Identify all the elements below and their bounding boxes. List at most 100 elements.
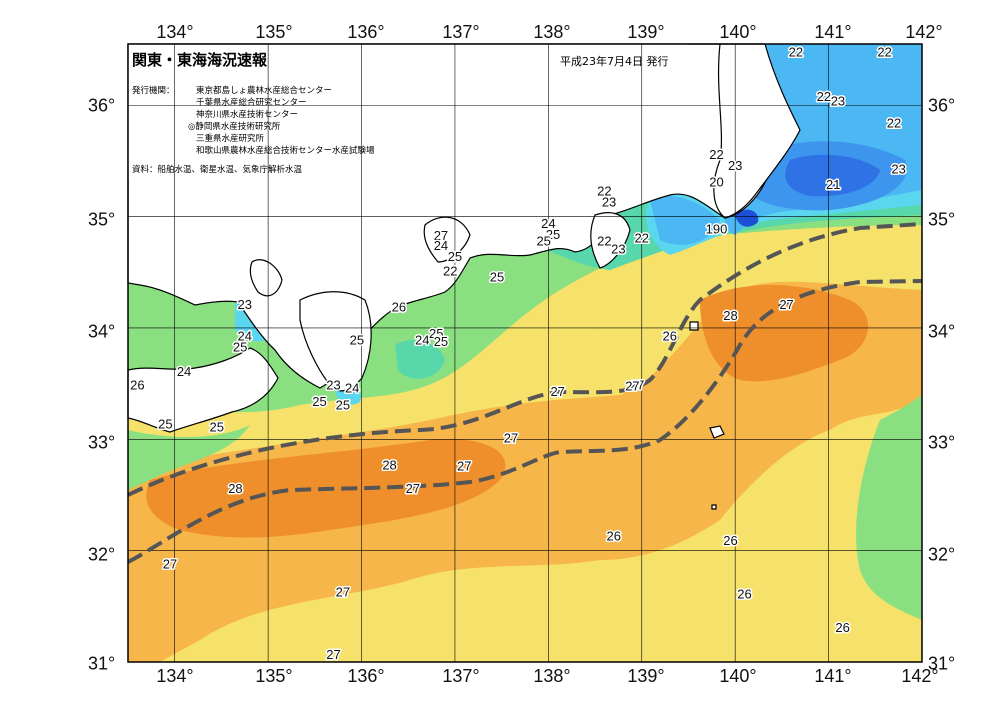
header-panel	[128, 44, 688, 179]
lon-label-bottom: 138°	[533, 666, 571, 686]
kuroshio-axis-north	[127, 222, 923, 497]
isotherm-label: 24	[345, 381, 359, 396]
lon-label-top: 135°	[255, 22, 293, 42]
isotherm-label: 22	[635, 230, 649, 245]
issuer-item: 神奈川県水産技術センター	[196, 110, 299, 120]
isotherm-region-20	[785, 154, 880, 197]
isotherm-label: 21	[826, 177, 840, 192]
lon-label-bottom: 142°	[901, 666, 939, 686]
isotherm-label: 25	[233, 339, 247, 354]
issuer-item: 和歌山県農林水産総合技術センター水産試験場	[196, 146, 375, 156]
isotherm-label: 27	[163, 557, 177, 572]
isotherm-region-27	[128, 281, 922, 662]
isotherm-label: 23	[611, 241, 625, 256]
isotherm-label: 22	[443, 264, 457, 279]
isotherm-region-25-east	[856, 395, 922, 620]
lat-label-right: 35°	[928, 209, 956, 230]
isotherm-label: 26	[392, 299, 406, 314]
isotherm-label: 27	[630, 377, 644, 392]
isotherm-label: 26	[607, 529, 621, 544]
isotherm-label: 26	[737, 587, 751, 602]
isotherm-label: 25	[434, 334, 448, 349]
lon-label-bottom: 140°	[719, 666, 757, 686]
isotherm-label: 23	[602, 195, 616, 210]
isotherm-label: 25	[490, 269, 504, 284]
isotherm-label: 26	[835, 620, 849, 635]
lon-label-bottom: 137°	[442, 666, 480, 686]
isotherm-label: 24	[238, 328, 252, 343]
isotherm-label: 25	[312, 394, 326, 409]
isotherm-label: 190	[706, 221, 728, 236]
isotherm-region-25-south	[128, 425, 250, 490]
land-izu	[590, 212, 631, 269]
issuer-item: 三重県水産研究所	[196, 134, 265, 144]
isotherm-label: 24	[434, 238, 448, 253]
isotherm-label: 23	[326, 377, 340, 392]
isotherm-label: 22	[597, 234, 611, 249]
lon-label-top: 142°	[905, 22, 943, 42]
lat-label-left: 36°	[88, 95, 116, 116]
lat-label-right: 33°	[928, 432, 956, 453]
isotherm-label: 27	[625, 378, 639, 393]
lon-label-top: 138°	[533, 22, 571, 42]
issuer-label: 発行機関：	[132, 86, 175, 96]
isotherm-label: 26	[663, 328, 677, 343]
lon-label-top: 137°	[442, 22, 480, 42]
isotherm-label: 25	[158, 416, 172, 431]
lat-label-left: 35°	[88, 209, 116, 230]
isotherm-label: 24	[541, 216, 555, 231]
page-title: 関東・東海海況速報	[132, 51, 268, 69]
lon-label-top: 141°	[814, 22, 852, 42]
lon-label-top: 136°	[347, 22, 385, 42]
isotherm-label: 26	[130, 377, 144, 392]
land-kii	[299, 291, 372, 392]
isotherm-label: 20	[709, 175, 723, 190]
lon-label-bottom: 141°	[814, 666, 852, 686]
isotherm-label: 22	[877, 44, 891, 59]
land-miyake	[709, 425, 725, 439]
issuer-item-lead: ◎静岡県水産技術研究所	[188, 122, 281, 132]
isotherm-label: 25	[429, 326, 443, 341]
isotherm-label: 26	[723, 533, 737, 548]
isotherm-label: 23	[728, 158, 742, 173]
lat-label-right: 36°	[928, 95, 956, 116]
lon-label-bottom: 136°	[347, 666, 385, 686]
isotherm-label: 25	[336, 397, 350, 412]
isotherm-label: 27	[326, 647, 340, 662]
isotherm-label: 28	[723, 308, 737, 323]
isotherm-label: 25	[536, 234, 550, 249]
lat-label-right: 31°	[928, 653, 956, 674]
lon-label-top: 139°	[627, 22, 665, 42]
isotherm-label: 25	[350, 333, 364, 348]
land-oshima	[689, 321, 699, 331]
isotherm-label: 25	[448, 249, 462, 264]
map-border	[127, 43, 923, 663]
lon-label-bottom: 134°	[156, 666, 194, 686]
isotherm-label: 22	[817, 89, 831, 104]
isotherm-label: 25	[546, 227, 560, 242]
isotherm-region-28-east	[700, 285, 869, 382]
isotherm-label: 27	[406, 481, 420, 496]
isotherm-label: 22	[789, 44, 803, 59]
lat-label-left: 34°	[88, 321, 116, 342]
isotherm-label: 27	[504, 431, 518, 446]
isotherm-label: 24	[177, 364, 191, 379]
lat-label-right: 34°	[928, 321, 956, 342]
lon-label-top: 134°	[156, 22, 194, 42]
data-source: 資料：船舶水温、衛星水温、気象庁解析水温	[132, 165, 303, 175]
isotherm-label: 22	[887, 116, 901, 131]
land-shikoku	[127, 347, 279, 433]
lon-label-top: 140°	[719, 22, 757, 42]
land-chita	[423, 216, 471, 263]
issuer-item: 東京都島しょ農林水産総合センター	[196, 86, 333, 96]
lat-label-left: 31°	[88, 653, 116, 674]
isotherm-region-19	[735, 209, 759, 227]
isotherm-label: 27	[434, 228, 448, 243]
isotherm-label: 23	[238, 297, 252, 312]
lon-label-bottom: 135°	[255, 666, 293, 686]
isotherm-label: 22	[597, 184, 611, 199]
isotherm-label: 23	[831, 93, 845, 108]
